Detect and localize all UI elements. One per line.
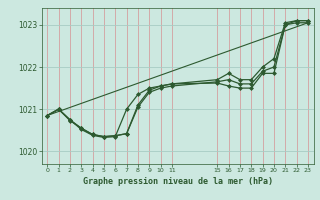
X-axis label: Graphe pression niveau de la mer (hPa): Graphe pression niveau de la mer (hPa) [83, 177, 273, 186]
